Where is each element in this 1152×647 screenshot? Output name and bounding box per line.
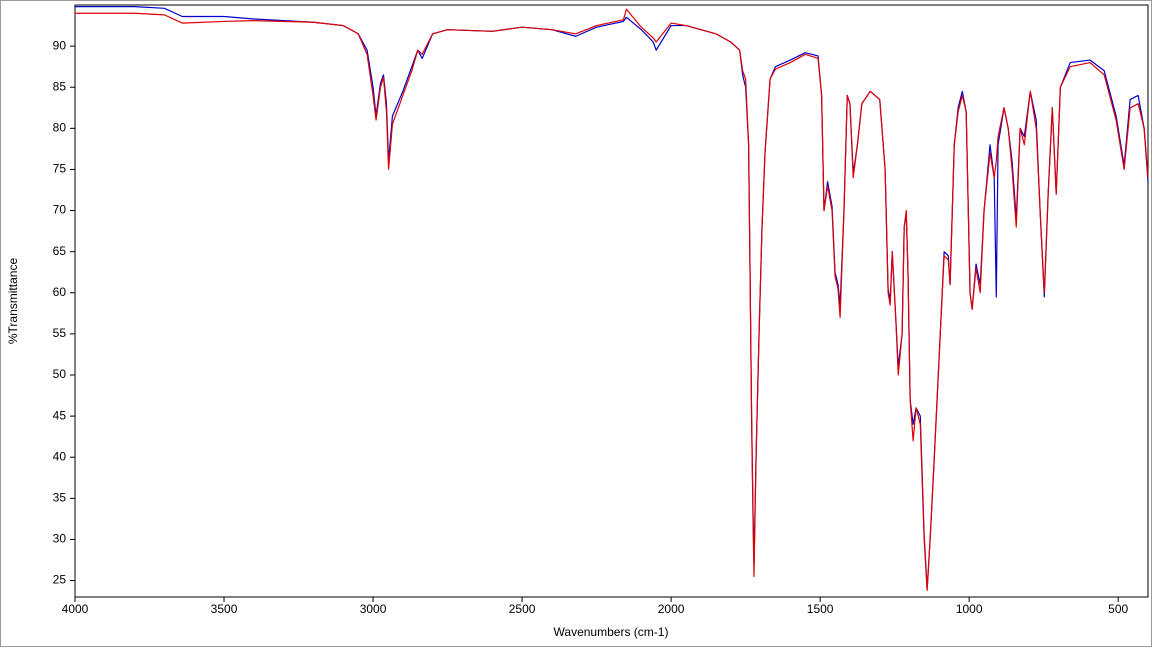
y-tick-label: 70 — [53, 203, 67, 217]
y-tick-label: 60 — [53, 285, 67, 299]
y-tick-label: 55 — [53, 326, 67, 340]
y-tick-label: 50 — [53, 367, 67, 381]
x-tick-label: 1000 — [956, 602, 983, 616]
y-tick-label: 25 — [53, 573, 67, 587]
x-tick-label: 2000 — [658, 602, 685, 616]
x-tick-label: 1500 — [807, 602, 834, 616]
spectrum-line — [75, 8, 1149, 592]
y-tick-label: 90 — [53, 38, 67, 52]
y-tick-label: 40 — [53, 449, 67, 463]
y-axis-label: %Transmittance — [6, 258, 20, 345]
y-tick-label: 45 — [53, 408, 67, 422]
x-tick-label: 2500 — [509, 602, 536, 616]
y-tick-label: 30 — [53, 532, 67, 546]
x-tick-label: 3000 — [360, 602, 387, 616]
x-tick-label: 500 — [1108, 602, 1128, 616]
x-tick-label: 3500 — [211, 602, 238, 616]
y-tick-label: 85 — [53, 79, 67, 93]
x-axis-label: Wavenumbers (cm-1) — [554, 625, 669, 639]
plot-area — [74, 4, 1149, 598]
x-tick-label: 4000 — [62, 602, 89, 616]
y-tick-label: 35 — [53, 491, 67, 505]
y-tick-label: 75 — [53, 162, 67, 176]
y-tick-label: 65 — [53, 244, 67, 258]
y-tick-label: 80 — [53, 121, 67, 135]
